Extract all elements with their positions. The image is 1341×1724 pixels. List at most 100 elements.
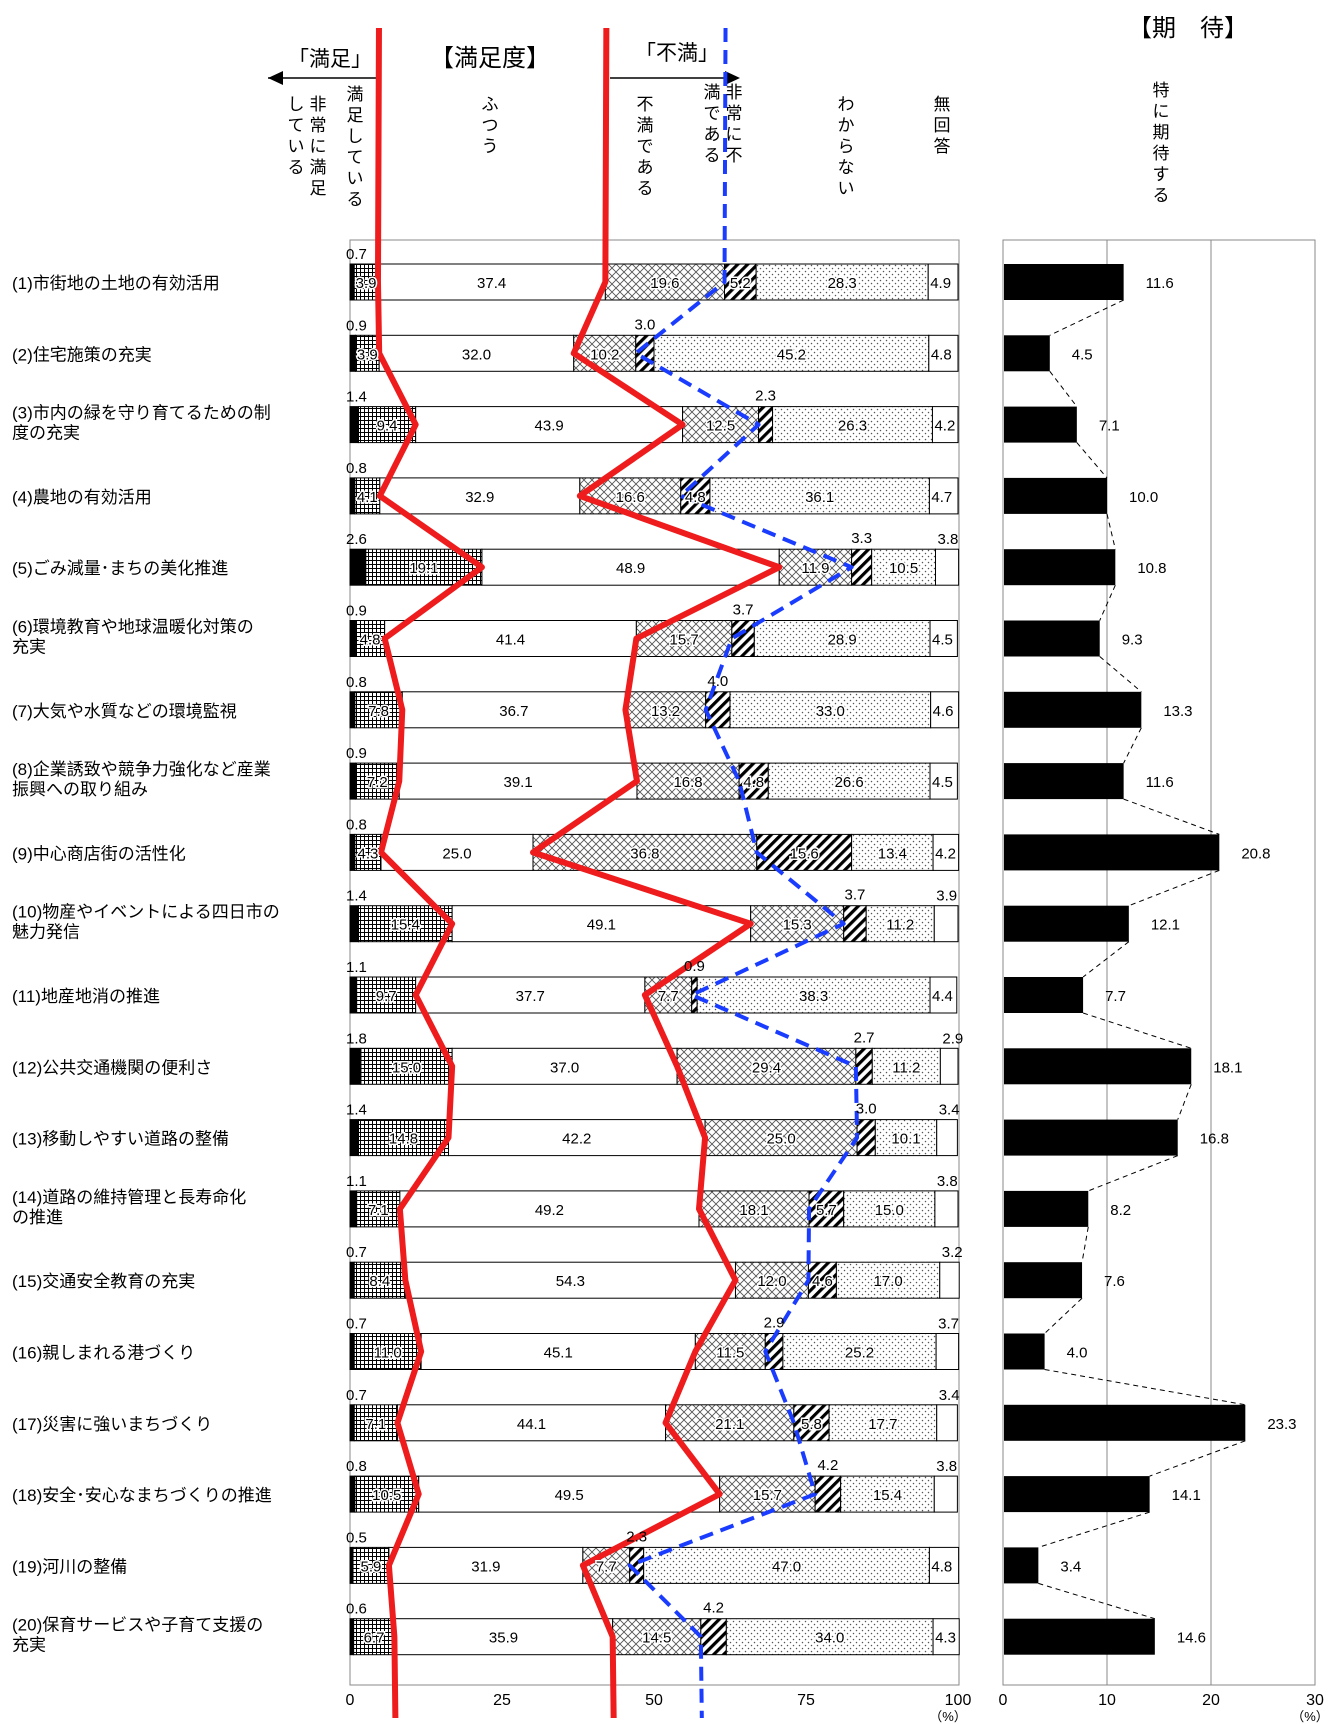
data-label: 1.8 [346, 1030, 367, 1047]
expectation-value-label: 11.6 [1146, 275, 1174, 292]
bar-segment-neutral [399, 1190, 700, 1228]
legend-dissatisfied: で [637, 137, 654, 156]
bar-segment-no-answer [928, 334, 959, 372]
expectation-bar [1004, 1476, 1150, 1513]
bar-segment-no-answer [933, 905, 959, 943]
expectation-value-label: 9.3 [1122, 632, 1143, 649]
expectation-bar [1004, 1547, 1039, 1584]
data-label: 4.1 [357, 489, 378, 506]
bar-segment-unknown [643, 1546, 930, 1584]
bar-segment-dissatisfied [694, 1333, 766, 1370]
legend-expectation: 特 [1153, 81, 1170, 100]
bar-segment-no-answer [932, 833, 960, 871]
expectation-connector [1038, 1582, 1155, 1620]
data-label: 25.0 [442, 845, 471, 862]
legend-very-dissatisfied: 不 [726, 146, 743, 165]
category-label: (4)農地の有効活用 [12, 488, 152, 507]
data-label: 5.2 [730, 275, 751, 292]
legend-very-dissatisfied: 常 [726, 104, 743, 123]
bar-segment-very-dissatisfied [758, 406, 774, 444]
data-label: 12.5 [706, 418, 735, 435]
data-label: 10.1 [891, 1131, 920, 1148]
category-label: (14)道路の維持管理と長寿命化の推進 [12, 1188, 246, 1227]
expectation-value-label: 16.8 [1200, 1131, 1229, 1148]
legend-neutral: つ [482, 116, 499, 135]
expectation-bar [1004, 1119, 1178, 1156]
data-label: 21.1 [715, 1416, 744, 1433]
expectation-value-label: 7.6 [1104, 1273, 1125, 1290]
data-label: 3.7 [845, 887, 866, 904]
bar-segment-very-satisfied [349, 976, 358, 1014]
bar-segment-dissatisfied [719, 1475, 816, 1513]
data-label: 26.3 [838, 418, 867, 435]
data-label: 13.4 [878, 845, 907, 862]
legend-neutral: う [482, 137, 499, 156]
legend-very-satisfied: て [288, 116, 305, 135]
data-label: 26.6 [835, 774, 864, 791]
legend-unknown: わ [838, 95, 855, 114]
bar-segment-very-satisfied [349, 620, 356, 657]
legend-satisfied: 足 [347, 106, 364, 125]
expectation-connector [1044, 1369, 1246, 1406]
expectation-value-label: 3.4 [1060, 1558, 1081, 1575]
bar-segment-unknown [772, 406, 933, 444]
category-label: (15)交通安全教育の充実 [12, 1272, 195, 1291]
expectation-plot-frame [1002, 239, 1316, 1686]
data-label: 36.1 [805, 489, 834, 506]
category-label: (10)物産やイベントによる四日市の魅力発信 [12, 903, 280, 942]
data-label: 43.9 [535, 418, 564, 435]
data-label: 15.6 [790, 845, 819, 862]
bar-segment-unknown [753, 620, 931, 657]
bar-segment-neutral [415, 976, 646, 1014]
data-label: 18.1 [739, 1202, 768, 1219]
data-label: 4.2 [935, 845, 956, 862]
expectation-connector [1082, 941, 1130, 978]
data-label: 2.9 [764, 1315, 785, 1332]
bar-segment-very-satisfied [349, 1047, 362, 1085]
data-label: 0.9 [346, 317, 367, 334]
data-label: 42.2 [562, 1131, 591, 1148]
expectation-x-tick-label: 0 [999, 1692, 1008, 1709]
data-label: 0.8 [346, 460, 367, 477]
data-label: 54.3 [556, 1273, 585, 1290]
data-label: 36.8 [630, 845, 659, 862]
legend-dissatisfied: 不 [637, 95, 654, 114]
legend-no-answer: 無 [934, 95, 951, 114]
data-label: 49.1 [587, 917, 616, 934]
data-label: 49.5 [555, 1487, 584, 1504]
data-label: 37.7 [516, 988, 545, 1005]
x-unit-label: （%） [929, 1709, 967, 1724]
data-label: 4.6 [812, 1273, 833, 1290]
expectation-value-label: 18.1 [1213, 1059, 1242, 1076]
data-label: 1.4 [346, 389, 367, 406]
category-label: (7)大気や水質などの環境監視 [12, 702, 237, 721]
data-label: 0.9 [684, 958, 705, 975]
expectation-bar [1004, 763, 1124, 800]
expectation-connector [1088, 1155, 1178, 1192]
expectation-connector [1076, 442, 1108, 479]
data-label: 9.4 [377, 418, 398, 435]
data-label: 31.9 [471, 1558, 500, 1575]
data-label: 0.8 [346, 674, 367, 691]
legend-neutral: ふ [482, 95, 499, 114]
data-label: 3.9 [936, 888, 957, 905]
bar-segment-very-satisfied [349, 1475, 356, 1513]
bar-segment-very-satisfied [349, 1261, 355, 1299]
data-label: 3.0 [856, 1101, 877, 1118]
legend-dissatisfied: る [637, 179, 654, 198]
data-label: 4.6 [933, 703, 954, 720]
legend-very-satisfied: い [288, 137, 305, 156]
legend-no-answer: 答 [934, 137, 951, 156]
bar-segment-very-satisfied [349, 905, 360, 943]
data-label: 19.6 [650, 275, 679, 292]
data-label: 3.8 [937, 1173, 958, 1190]
legend-very-dissatisfied: で [704, 104, 721, 123]
expectation-value-label: 14.6 [1177, 1630, 1206, 1647]
expectation-value-label: 11.6 [1146, 774, 1174, 791]
data-label: 15.7 [753, 1487, 782, 1504]
data-label: 1.1 [346, 1173, 367, 1190]
bar-segment-unknown [874, 1119, 938, 1157]
bar-segment-no-answer [929, 762, 958, 800]
data-label: 0.8 [346, 816, 367, 833]
